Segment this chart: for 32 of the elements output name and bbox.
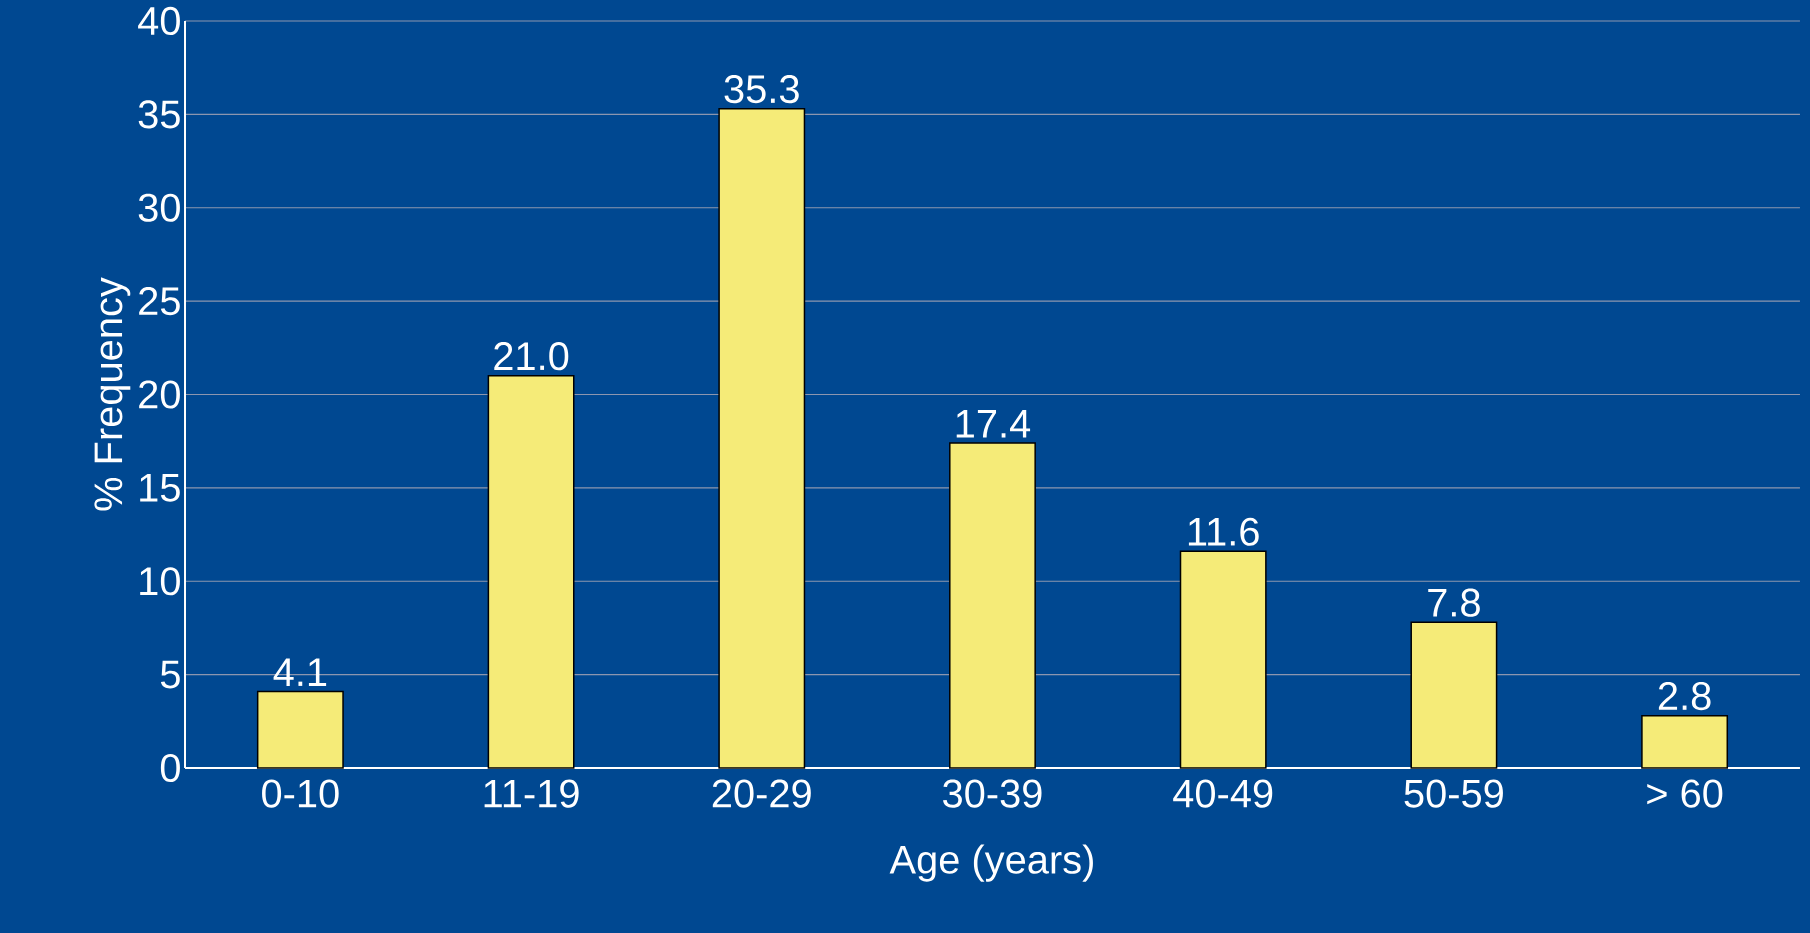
data-label: 7.8 [1428, 588, 1480, 617]
x-tick-label: 50-59 [1404, 779, 1503, 808]
y-tick-label: 25 [139, 287, 180, 316]
y-axis-title: % Frequency [94, 277, 131, 511]
x-tick-label: 40-49 [1173, 779, 1273, 808]
y-tick-label: 20 [139, 380, 180, 409]
y-tick-label: 30 [138, 193, 180, 222]
data-label: 11.6 [1188, 517, 1259, 546]
x-axis-title: Age (years) [889, 844, 1093, 882]
data-label: 21.0 [494, 342, 569, 371]
bar [949, 442, 1036, 769]
bar [718, 108, 806, 769]
x-tick-label: > 60 [1647, 779, 1723, 808]
x-tick-label: 20-29 [712, 779, 811, 808]
y-tick-label: 0 [160, 753, 180, 783]
data-label: 4.1 [273, 658, 327, 686]
y-tick-label: 35 [138, 100, 180, 129]
y-tick-label: 40 [138, 6, 180, 36]
data-label: 17.4 [956, 410, 1031, 438]
y-tick-label: 5 [160, 660, 180, 689]
x-tick-label: 30-39 [943, 779, 1042, 808]
x-tick-label: 11-19 [484, 779, 579, 808]
data-label: 2.8 [1658, 681, 1711, 711]
bar [1179, 550, 1267, 769]
bar [1641, 714, 1729, 769]
bar [487, 375, 575, 769]
bar [256, 690, 344, 769]
y-tick-label: 10 [140, 567, 180, 596]
bar [1410, 621, 1498, 769]
y-tick-label: 15 [140, 473, 180, 502]
x-tick-label: 0-10 [262, 779, 339, 808]
data-label: 35.3 [724, 75, 799, 104]
